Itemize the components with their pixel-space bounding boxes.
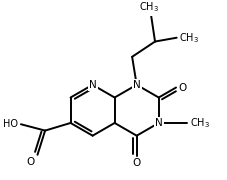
- Text: O: O: [178, 82, 186, 93]
- Text: CH$_3$: CH$_3$: [139, 1, 159, 14]
- Text: O: O: [26, 158, 35, 168]
- Text: CH$_3$: CH$_3$: [190, 116, 210, 130]
- Text: N: N: [132, 80, 140, 90]
- Text: N: N: [88, 80, 96, 90]
- Text: HO: HO: [3, 119, 18, 129]
- Text: O: O: [132, 158, 140, 168]
- Text: CH$_3$: CH$_3$: [179, 31, 199, 45]
- Text: N: N: [154, 118, 162, 128]
